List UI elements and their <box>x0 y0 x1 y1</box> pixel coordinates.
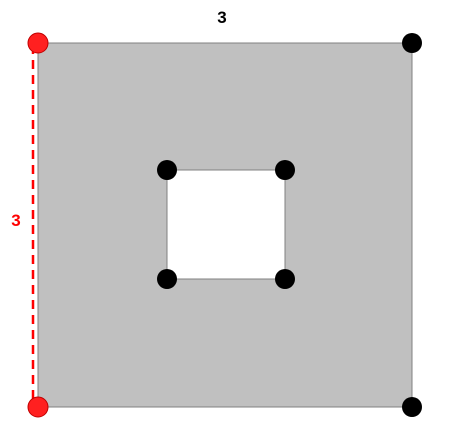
inner-vertex-top-left <box>157 160 177 180</box>
top-edge-length-label: 3 <box>217 8 226 27</box>
left-edge-length-label: 3 <box>11 211 20 230</box>
vertex-bottom-left-highlighted <box>27 396 49 418</box>
inner-vertex-top-right <box>275 160 295 180</box>
inner-square-hole <box>166 169 286 280</box>
vertex-top-right <box>402 33 422 53</box>
outer-square-region <box>37 42 413 408</box>
vertex-bottom-right <box>402 397 422 417</box>
inner-vertex-bottom-left <box>157 269 177 289</box>
inner-vertex-bottom-right <box>275 269 295 289</box>
vertex-top-left-highlighted <box>27 32 49 54</box>
